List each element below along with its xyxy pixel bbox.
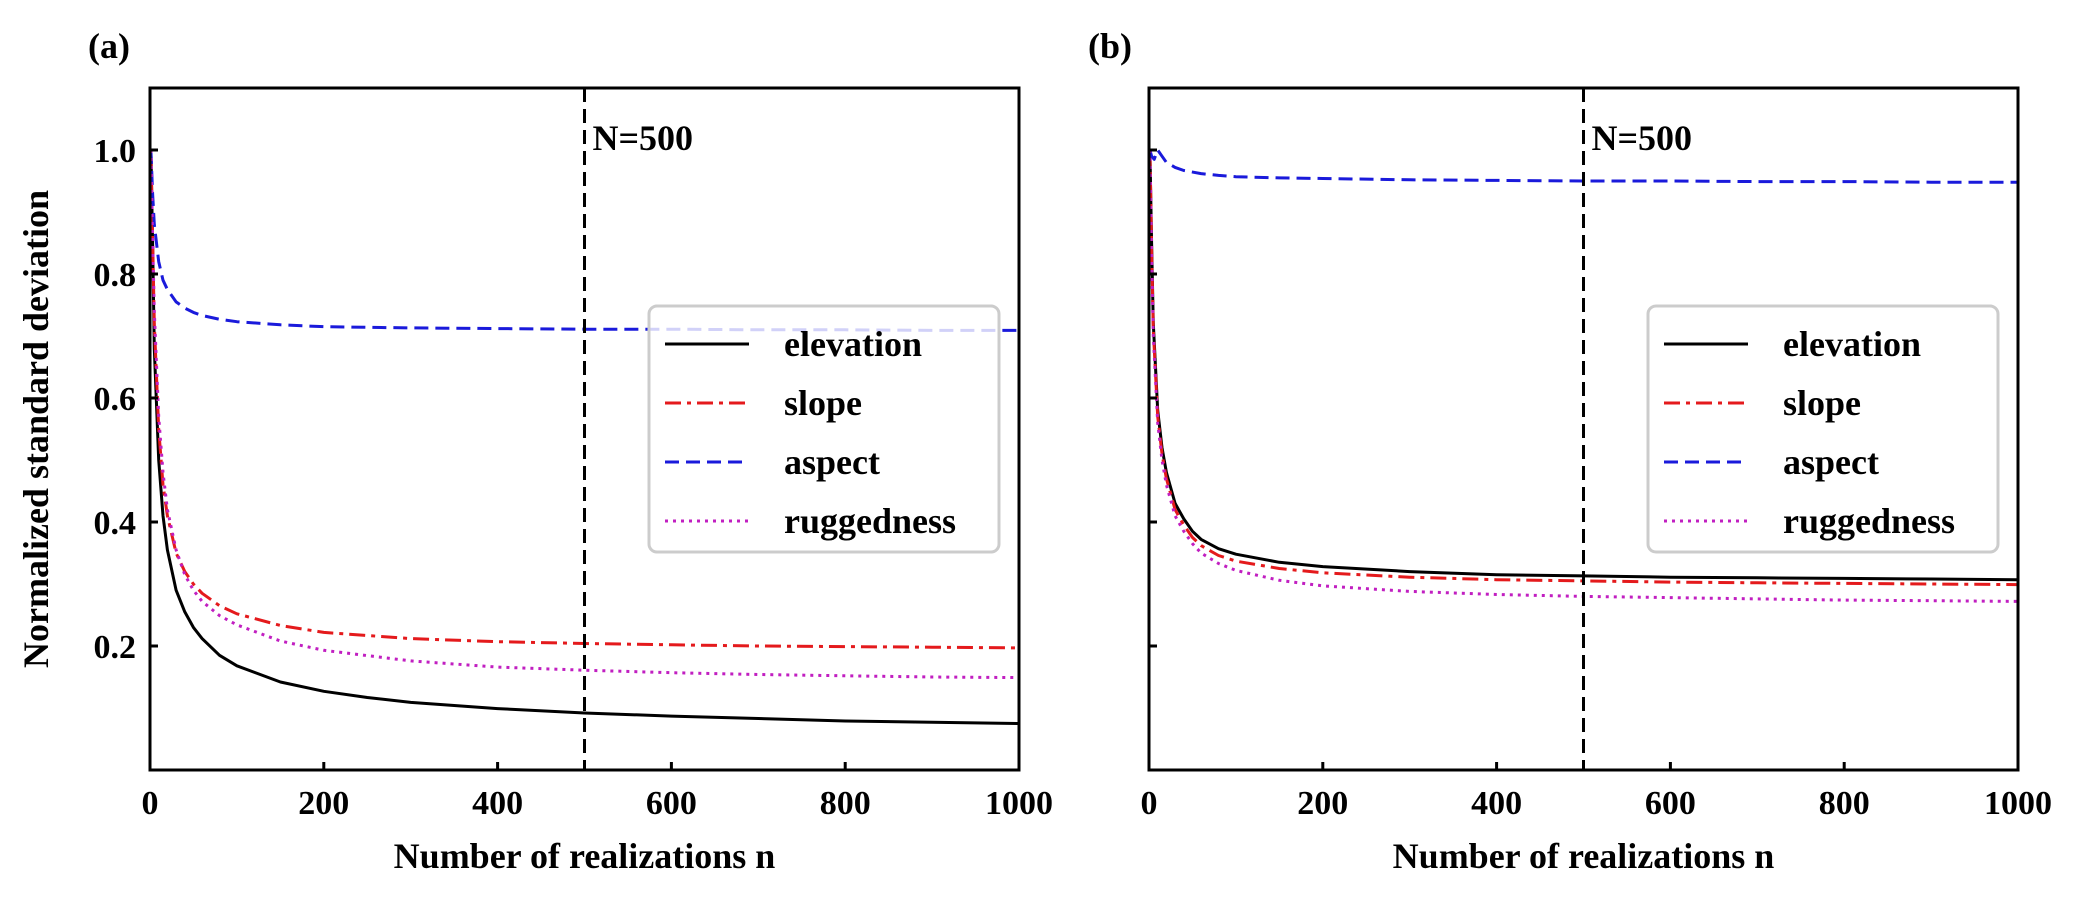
legend-label-elevation: elevation	[1783, 324, 1921, 364]
y-tick-label: 0.6	[94, 381, 137, 418]
axes-frame	[1147, 86, 2020, 772]
x-tick-label: 400	[1471, 785, 1522, 822]
x-tick-label: 200	[1297, 785, 1348, 822]
x-axis-title: Number of realizations n	[394, 836, 776, 876]
x-axis-title: Number of realizations n	[1393, 836, 1775, 876]
legend-label-ruggedness: ruggedness	[784, 501, 956, 541]
vline-annotation: N=500	[593, 118, 694, 158]
legend-label-aspect: aspect	[784, 442, 880, 482]
x-tick-label: 400	[472, 785, 523, 822]
legend-box	[647, 304, 1001, 554]
vline-annotation: N=500	[1592, 118, 1693, 158]
x-tick-label: 800	[1819, 785, 1870, 822]
x-tick-label: 0	[142, 785, 159, 822]
legend-label-slope: slope	[1783, 383, 1861, 423]
series-line-aspect	[1149, 148, 2018, 184]
chart-panel-a: (a) N=500 0 200 400 600 800 1000 0.2 0.4 0.6 0.8 1.0…	[16, 26, 1053, 876]
legend-label-aspect: aspect	[1783, 442, 1879, 482]
chart-panel-b: (b) N=500 0 200 400 600 800 1000 Number of reali…	[1088, 26, 2052, 876]
x-tick-label: 1000	[1984, 785, 2052, 822]
x-tick-label: 0	[1141, 785, 1158, 822]
axes-frame	[148, 86, 1021, 772]
legend-label-ruggedness: ruggedness	[1783, 501, 1955, 541]
series-line-elevation	[150, 149, 1019, 725]
y-tick-label: 0.4	[94, 505, 137, 542]
y-axis-title: Normalized standard deviation	[16, 190, 56, 668]
panel-label: (b)	[1088, 26, 1132, 66]
y-tick-label: 0.2	[94, 629, 137, 666]
legend: elevation slope aspect ruggedness	[1646, 304, 2000, 554]
legend-box	[1646, 304, 2000, 554]
panel-label: (a)	[88, 26, 130, 66]
legend-label-slope: slope	[784, 383, 862, 423]
x-tick-label: 1000	[985, 785, 1053, 822]
series-line-ruggedness	[150, 149, 1019, 680]
legend-label-elevation: elevation	[784, 324, 922, 364]
x-tick-label: 600	[1645, 785, 1696, 822]
x-tick-label: 800	[820, 785, 871, 822]
x-tick-label: 600	[646, 785, 697, 822]
series-line-slope	[150, 149, 1019, 650]
x-tick-label: 200	[298, 785, 349, 822]
y-tick-label: 1.0	[94, 133, 137, 170]
y-tick-label: 0.8	[94, 257, 137, 294]
legend: elevation slope aspect ruggedness	[647, 304, 1001, 554]
